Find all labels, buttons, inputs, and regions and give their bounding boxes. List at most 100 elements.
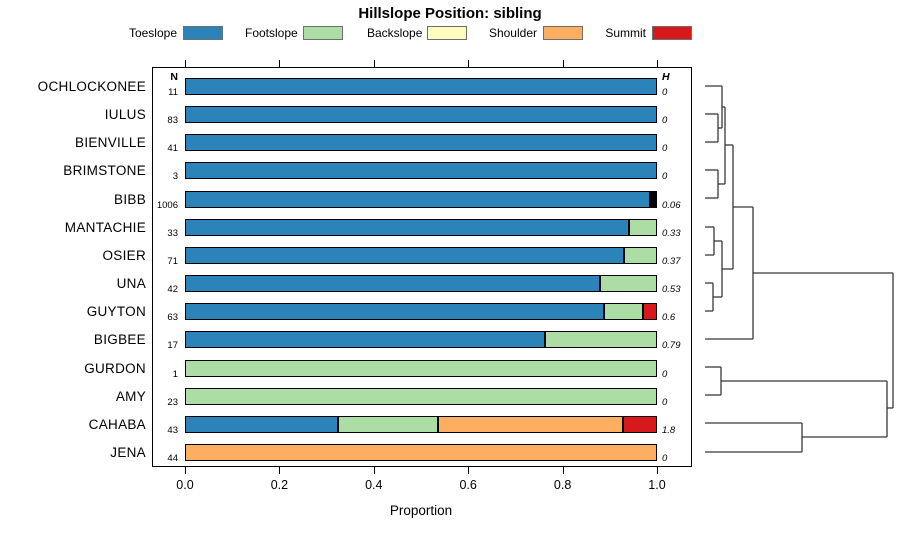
bar-segment-summit xyxy=(642,303,657,321)
bar-row xyxy=(185,387,657,405)
n-value: 1006 xyxy=(156,199,178,211)
h-value: 0.53 xyxy=(662,284,681,296)
series-label: JENA xyxy=(110,444,146,460)
h-value: 0.79 xyxy=(662,340,681,352)
x-tick-label: 0.6 xyxy=(459,478,477,492)
bar-row xyxy=(185,190,657,208)
x-tick-top xyxy=(562,60,564,67)
bar-segment-toeslope xyxy=(185,134,657,152)
n-value: 41 xyxy=(167,143,178,155)
series-label: BRIMSTONE xyxy=(63,163,146,179)
column-header-n: N xyxy=(170,71,178,83)
bar-row xyxy=(185,303,657,321)
n-value: 44 xyxy=(167,452,178,464)
bar-segment-footslope xyxy=(628,218,657,236)
x-tick-bottom xyxy=(373,467,375,474)
h-value: 0 xyxy=(662,87,668,98)
h-value: 0.33 xyxy=(662,227,681,239)
bar-row xyxy=(185,78,657,95)
h-value: 0.6 xyxy=(662,312,676,324)
bar-segment-footslope xyxy=(600,275,657,293)
bar-segment-summit xyxy=(623,415,657,433)
bar-segment-shoulder xyxy=(437,415,624,433)
n-value: 42 xyxy=(167,284,178,296)
bar-row xyxy=(185,415,657,433)
n-value: 17 xyxy=(167,340,178,352)
n-value: 63 xyxy=(167,312,178,324)
legend-swatch-backslope xyxy=(427,26,467,40)
legend-swatch-shoulder xyxy=(543,26,583,40)
bar-row xyxy=(185,218,657,236)
legend-swatch-summit xyxy=(652,26,692,40)
bar-segment-toeslope xyxy=(185,415,339,433)
bar-segment-footslope xyxy=(623,246,657,264)
x-tick-label: 0.8 xyxy=(553,478,572,492)
series-label: IULUS xyxy=(104,107,146,123)
bar-segment-minor xyxy=(649,190,657,208)
x-tick-bottom xyxy=(279,467,281,474)
x-tick-bottom xyxy=(657,467,658,474)
column-header-h: H xyxy=(662,71,670,83)
h-value: 0 xyxy=(662,171,668,183)
x-axis-title: Proportion xyxy=(389,503,453,518)
bar-segment-footslope xyxy=(185,359,657,377)
legend-swatch-toeslope xyxy=(183,26,223,40)
bar-segment-toeslope xyxy=(185,331,546,349)
series-label: MANTACHIE xyxy=(64,219,146,235)
series-label: AMY xyxy=(115,388,146,404)
x-tick-top xyxy=(468,60,470,67)
x-tick-top xyxy=(185,60,186,67)
x-tick-top xyxy=(373,60,375,67)
bar-segment-toeslope xyxy=(185,303,604,321)
n-value: 3 xyxy=(172,171,178,183)
bar-row xyxy=(185,359,657,377)
plot-panel-border xyxy=(152,67,692,467)
bar-row xyxy=(185,246,657,264)
bar-segment-footslope xyxy=(603,303,643,321)
series-label: GURDON xyxy=(84,360,146,376)
h-value: 0 xyxy=(662,115,668,127)
series-label: BIGBEE xyxy=(93,332,146,348)
bar-segment-toeslope xyxy=(185,78,657,95)
bar-segment-footslope xyxy=(338,415,438,433)
h-value: 1.8 xyxy=(662,424,676,436)
chart-title: Hillslope Position: sibling xyxy=(358,5,542,22)
legend-label-shoulder: Shoulder xyxy=(488,26,537,40)
bar-row xyxy=(185,331,657,349)
n-value: 43 xyxy=(167,424,178,436)
bar-row xyxy=(185,275,657,293)
series-label: OSIER xyxy=(102,247,146,263)
series-label: OCHLOCKONEE xyxy=(37,79,146,94)
n-value: 71 xyxy=(167,255,178,267)
bar-segment-toeslope xyxy=(185,106,657,124)
n-value: 1 xyxy=(172,368,178,380)
bar-segment-toeslope xyxy=(185,275,601,293)
x-tick-bottom xyxy=(562,467,564,474)
bar-segment-footslope xyxy=(545,331,657,349)
bar-row xyxy=(185,443,657,461)
legend-label-summit: Summit xyxy=(605,26,646,40)
n-value: 83 xyxy=(167,115,178,127)
h-value: 0.37 xyxy=(662,255,681,267)
bar-row xyxy=(185,162,657,180)
series-label: GUYTON xyxy=(86,304,146,320)
bar-segment-toeslope xyxy=(185,218,629,236)
bar-segment-shoulder xyxy=(185,443,657,461)
n-value: 23 xyxy=(167,396,178,408)
bar-segment-footslope xyxy=(185,387,657,405)
bar-segment-toeslope xyxy=(185,190,650,208)
legend-swatch-footslope xyxy=(303,26,343,40)
series-label: BIENVILLE xyxy=(75,135,146,151)
bar-segment-toeslope xyxy=(185,246,624,264)
x-tick-top xyxy=(279,60,281,67)
n-value: 11 xyxy=(168,87,178,98)
series-label: UNA xyxy=(116,276,146,292)
series-label: BIBB xyxy=(114,191,146,207)
x-tick-bottom xyxy=(185,467,186,474)
bar-segment-toeslope xyxy=(185,162,657,180)
x-tick-bottom xyxy=(468,467,470,474)
h-value: 0 xyxy=(662,143,668,155)
n-value: 33 xyxy=(167,227,178,239)
